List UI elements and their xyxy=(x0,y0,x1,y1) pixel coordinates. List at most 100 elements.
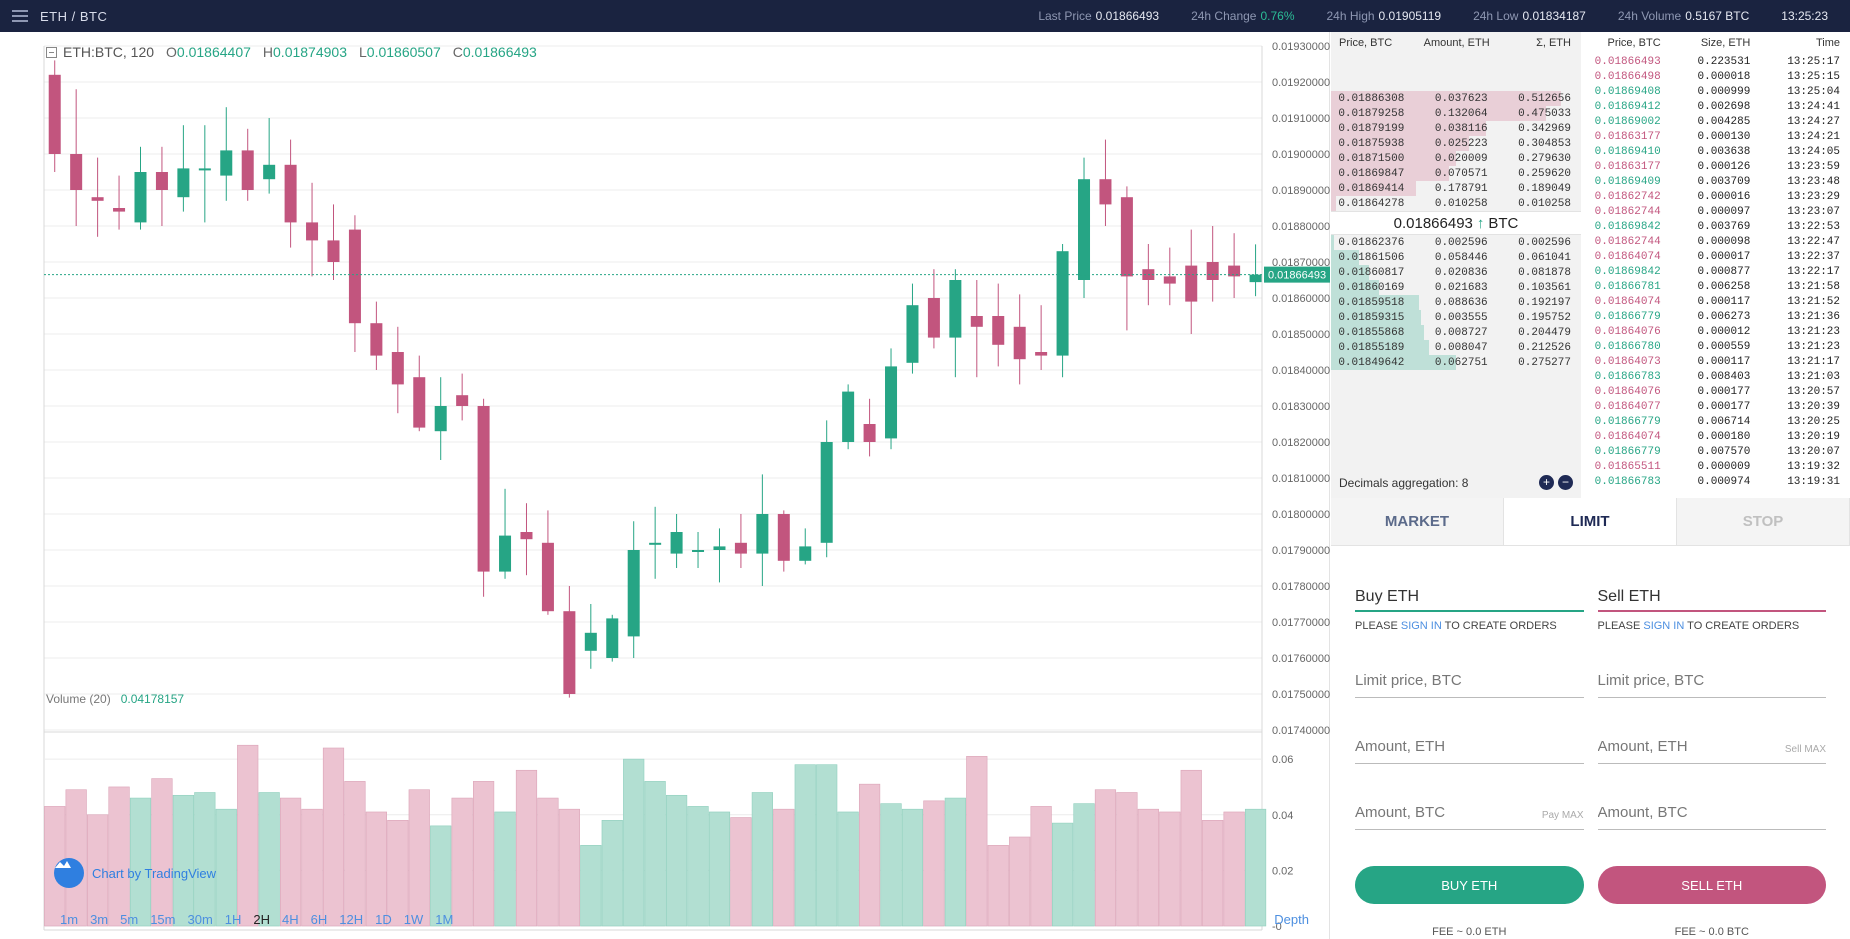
ask-row[interactable]: 0.01879258 0.132064 0.475033 xyxy=(1331,106,1581,121)
candle-body xyxy=(1099,179,1112,205)
minus-icon[interactable]: − xyxy=(1558,475,1573,490)
ask-total: 0.475033 xyxy=(1518,107,1571,120)
ask-total: 0.304853 xyxy=(1518,137,1571,150)
ask-row[interactable]: 0.01879199 0.038116 0.342969 xyxy=(1331,121,1581,136)
timeframe-1M[interactable]: 1M xyxy=(435,912,454,927)
trade-price: 0.01866783 xyxy=(1594,475,1661,488)
candle-body xyxy=(499,535,512,572)
trade-row: 0.01869842 0.003769 13:22:53 xyxy=(1581,219,1850,234)
price-chart[interactable]: 0.01930000 0.01920000 0.01910000 0.01900000… xyxy=(0,32,1330,939)
trade-price: 0.01869842 xyxy=(1594,220,1661,233)
bid-row[interactable]: 0.01860817 0.020836 0.081878 xyxy=(1331,265,1581,280)
timeframe-3m[interactable]: 3m xyxy=(90,912,109,927)
ask-row[interactable]: 0.01864278 0.010258 0.010258 xyxy=(1331,196,1581,211)
timeframe-5m[interactable]: 5m xyxy=(120,912,139,927)
buy-signin-notice: PLEASE SIGN IN TO CREATE ORDERS xyxy=(1355,620,1584,632)
timeframe-15m[interactable]: 15m xyxy=(150,912,176,927)
trade-size: 0.000016 xyxy=(1697,190,1751,203)
ask-depth-bar xyxy=(1331,136,1469,151)
candle-body xyxy=(434,406,447,432)
ask-row[interactable]: 0.01869414 0.178791 0.189049 xyxy=(1331,181,1581,196)
volume-bar xyxy=(558,808,580,927)
volume-bar xyxy=(215,808,237,927)
timeframe-6H[interactable]: 6H xyxy=(310,912,328,927)
bid-list: 0.01862376 0.002596 0.002596 0.01861506 0.05… xyxy=(1331,235,1581,370)
tradingview-link[interactable]: Chart by TradingView xyxy=(54,858,216,888)
buy-amount-btc-input[interactable] xyxy=(1355,804,1584,821)
collapse-legend-icon[interactable] xyxy=(46,46,57,58)
low-label: 24h Low xyxy=(1473,9,1519,23)
bid-row[interactable]: 0.01859315 0.003555 0.195752 xyxy=(1331,310,1581,325)
timeframe-1D[interactable]: 1D xyxy=(375,912,392,927)
ask-row[interactable]: 0.01869847 0.070571 0.259620 xyxy=(1331,166,1581,181)
candle-body xyxy=(670,532,683,554)
bid-row[interactable]: 0.01855868 0.008727 0.204479 xyxy=(1331,325,1581,340)
trade-size: 0.223531 xyxy=(1697,55,1751,68)
price-tick-label: 0.01880000 xyxy=(1272,221,1330,233)
bid-row[interactable]: 0.01860169 0.021683 0.103561 xyxy=(1331,280,1581,295)
depth-button[interactable]: Depth xyxy=(1274,912,1309,927)
tab-limit[interactable]: LIMIT xyxy=(1504,498,1677,545)
ask-amount: 0.178791 xyxy=(1434,182,1488,195)
bid-row[interactable]: 0.01861506 0.058446 0.061041 xyxy=(1331,250,1581,265)
buy-button[interactable]: BUY ETH xyxy=(1355,866,1584,904)
top-bar: ETH / BTC Last Price 0.01866493 24h Chang… xyxy=(0,0,1850,32)
candle-body xyxy=(306,222,319,241)
trade-size: 0.000559 xyxy=(1697,340,1751,353)
sell-max-link[interactable]: Sell MAX xyxy=(1784,744,1826,755)
timeframe-1H[interactable]: 1H xyxy=(224,912,242,927)
price-tick-label: 0.01840000 xyxy=(1272,365,1330,377)
ask-row[interactable]: 0.01886308 0.037623 0.512656 xyxy=(1331,91,1581,106)
bid-total: 0.061041 xyxy=(1518,251,1571,264)
volume-bar xyxy=(1030,806,1052,927)
trade-size: 0.000018 xyxy=(1697,70,1751,83)
trade-time: 13:24:41 xyxy=(1787,100,1841,113)
buy-signin-link[interactable]: SIGN IN xyxy=(1400,620,1442,632)
volume-bar xyxy=(773,808,795,927)
bid-depth-bar xyxy=(1331,250,1359,265)
trade-row: 0.01866493 0.223531 13:25:17 xyxy=(1581,54,1850,69)
trade-size: 0.000117 xyxy=(1697,295,1751,308)
buy-signin-post: TO CREATE ORDERS xyxy=(1441,620,1557,632)
trade-time: 13:22:17 xyxy=(1787,265,1841,278)
trade-size: 0.000117 xyxy=(1697,355,1751,368)
bid-row[interactable]: 0.01859518 0.088636 0.192197 xyxy=(1331,295,1581,310)
volume-bar xyxy=(1159,811,1181,927)
timeframe-1m[interactable]: 1m xyxy=(60,912,79,927)
buy-limit-price-input[interactable] xyxy=(1355,672,1584,689)
bid-total: 0.212526 xyxy=(1518,341,1571,354)
bid-row[interactable]: 0.01849642 0.062751 0.275277 xyxy=(1331,355,1581,370)
timeframe-2H[interactable]: 2H xyxy=(253,912,271,927)
legend-close: 0.01866493 xyxy=(462,44,537,60)
hamburger-menu-icon[interactable] xyxy=(0,9,40,23)
timeframe-1W[interactable]: 1W xyxy=(403,912,424,927)
bid-row[interactable]: 0.01862376 0.002596 0.002596 xyxy=(1331,235,1581,250)
pay-max-link[interactable]: Pay MAX xyxy=(1541,810,1584,821)
ask-row[interactable]: 0.01875938 0.025223 0.304853 xyxy=(1331,136,1581,151)
buy-amount-eth-input[interactable] xyxy=(1355,738,1584,755)
ob-header-price: Price, BTC xyxy=(1339,37,1393,49)
trade-size: 0.003638 xyxy=(1697,145,1751,158)
price-tick-label: 0.01780000 xyxy=(1272,581,1330,593)
plus-icon[interactable]: + xyxy=(1539,475,1554,490)
timeframe-12H[interactable]: 12H xyxy=(339,912,364,927)
legend-open: 0.01864407 xyxy=(176,44,251,60)
timeframe-4H[interactable]: 4H xyxy=(282,912,299,927)
sell-signin-link[interactable]: SIGN IN xyxy=(1643,620,1685,632)
tab-market[interactable]: MARKET xyxy=(1331,498,1504,545)
candlestick-chart-svg[interactable]: 0.01930000 0.01920000 0.01910000 0.01900000… xyxy=(0,32,1330,939)
candle-body xyxy=(713,546,726,550)
volume-bar xyxy=(494,811,516,927)
sell-amount-btc-input[interactable] xyxy=(1597,804,1826,821)
trade-price: 0.01864074 xyxy=(1594,295,1661,308)
sell-amount-eth-input[interactable] xyxy=(1597,738,1826,755)
sell-limit-price-input[interactable] xyxy=(1597,672,1826,689)
ask-row[interactable]: 0.01871500 0.020009 0.279630 xyxy=(1331,151,1581,166)
candle-body xyxy=(649,542,662,545)
tab-stop[interactable]: STOP xyxy=(1677,498,1850,545)
volume-bar xyxy=(258,792,280,927)
sell-button[interactable]: SELL ETH xyxy=(1597,866,1826,904)
bid-row[interactable]: 0.01855189 0.008047 0.212526 xyxy=(1331,340,1581,355)
ask-depth-bar xyxy=(1331,106,1546,121)
timeframe-30m[interactable]: 30m xyxy=(187,912,213,927)
